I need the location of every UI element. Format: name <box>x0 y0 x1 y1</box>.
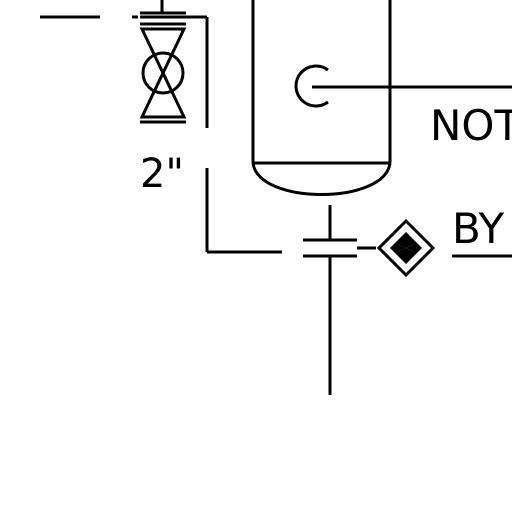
gate-valve-icon <box>139 0 187 124</box>
diamond-trap-icon <box>376 218 436 278</box>
vessel-icon <box>251 0 392 196</box>
bypass-pipe-loop <box>140 15 282 254</box>
pipe-size-label: 2" <box>140 151 184 197</box>
bypass-label: BY <box>452 204 505 253</box>
drain-nozzle <box>303 205 376 395</box>
note-label: NOT <box>430 101 512 150</box>
instrument-bubble-icon <box>294 64 329 108</box>
